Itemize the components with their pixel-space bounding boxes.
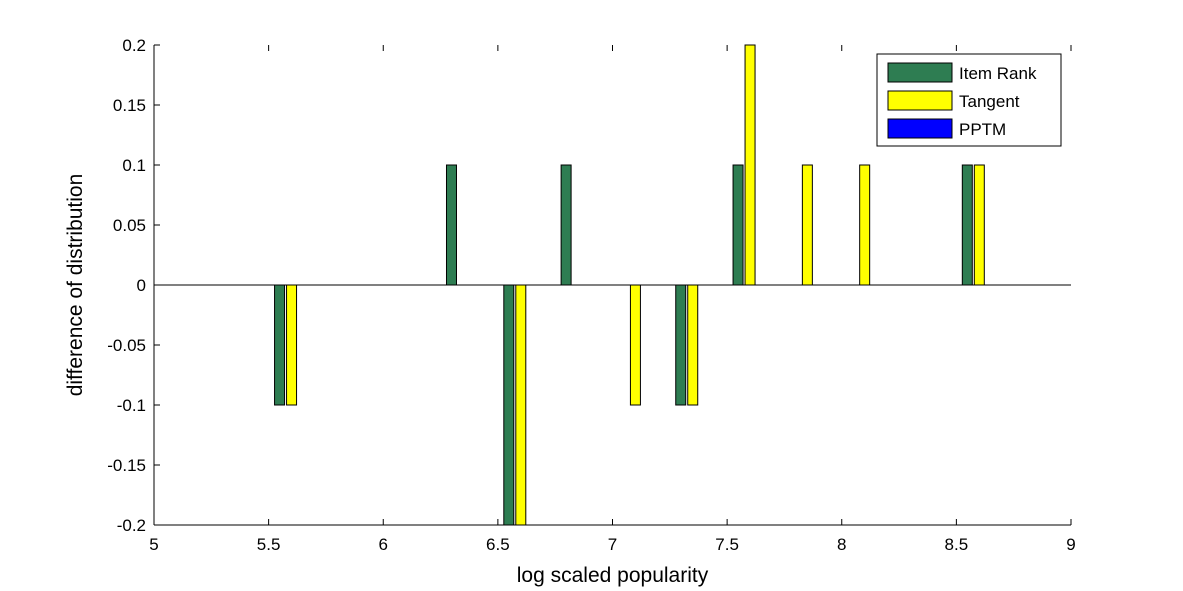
y-tick-label: -0.2 (117, 516, 146, 535)
bar-tangent (973, 164, 985, 286)
x-tick-label: 5.5 (257, 535, 281, 554)
bar-tangent (515, 284, 527, 526)
bar-item-rank (445, 164, 457, 286)
y-tick-label: 0.15 (113, 96, 146, 115)
x-tick-label: 6 (379, 535, 388, 554)
legend-swatch (887, 62, 953, 83)
bar-item-rank (560, 164, 572, 286)
x-tick-label: 5 (149, 535, 158, 554)
bar-item-rank (732, 164, 744, 286)
y-tick-label: -0.1 (117, 396, 146, 415)
x-tick-label: 7.5 (715, 535, 739, 554)
bar-tangent (687, 284, 699, 406)
x-tick-label: 8 (837, 535, 846, 554)
bar-tangent (629, 284, 641, 406)
legend-label: Tangent (959, 92, 1020, 111)
bar-tangent (801, 164, 813, 286)
bars-group (274, 44, 985, 526)
y-tick-label: 0.2 (122, 36, 146, 55)
bar-item-rank (503, 284, 515, 526)
legend-swatch (887, 90, 953, 111)
x-axis-title: log scaled popularity (517, 564, 709, 587)
bar-tangent (286, 284, 298, 406)
y-tick-label: -0.15 (107, 456, 146, 475)
x-tick-label: 7 (608, 535, 617, 554)
y-tick-label: 0.1 (122, 156, 146, 175)
bar-tangent (744, 44, 756, 286)
bar-item-rank (675, 284, 687, 406)
y-tick-label: 0.05 (113, 216, 146, 235)
legend: Item Rank Tangent PPTM (876, 53, 1062, 147)
x-tick-label: 6.5 (486, 535, 510, 554)
y-axis-title: difference of distribution (64, 174, 87, 397)
legend-swatch (887, 118, 953, 139)
bar-item-rank (961, 164, 973, 286)
legend-label: PPTM (959, 120, 1006, 139)
x-tick-label: 9 (1066, 535, 1075, 554)
y-tick-label: -0.05 (107, 336, 146, 355)
legend-label: Item Rank (959, 64, 1037, 83)
x-tick-label: 8.5 (945, 535, 969, 554)
y-tick-label: 0 (137, 276, 146, 295)
bar-item-rank (274, 284, 286, 406)
y-ticks: 0.2 0.15 0.1 0.05 0 -0.05 -0.1 -0.15 -0.2 (107, 36, 160, 535)
bar-tangent (859, 164, 871, 286)
x-ticks: 5 5.5 6 6.5 7 7.5 8 8.5 9 (149, 45, 1076, 554)
